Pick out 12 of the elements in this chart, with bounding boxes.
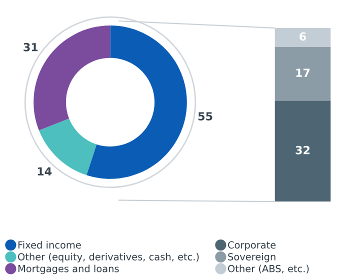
legend-label: Sovereign xyxy=(228,252,276,262)
legend-label: Mortgages and loans xyxy=(18,264,119,274)
data-label: 32 xyxy=(296,146,310,154)
data-label: 31 xyxy=(24,42,38,52)
data-label: 17 xyxy=(296,68,310,77)
legend-label: Other (ABS, etc.) xyxy=(228,264,309,274)
legend-label: Fixed income xyxy=(18,241,81,249)
data-label: 55 xyxy=(198,112,212,120)
legend-label: Other (equity, derivatives, cash, etc.) xyxy=(18,252,199,262)
data-label: 14 xyxy=(38,167,52,176)
data-label: 6 xyxy=(300,32,306,41)
legend-label: Corporate xyxy=(228,241,276,250)
